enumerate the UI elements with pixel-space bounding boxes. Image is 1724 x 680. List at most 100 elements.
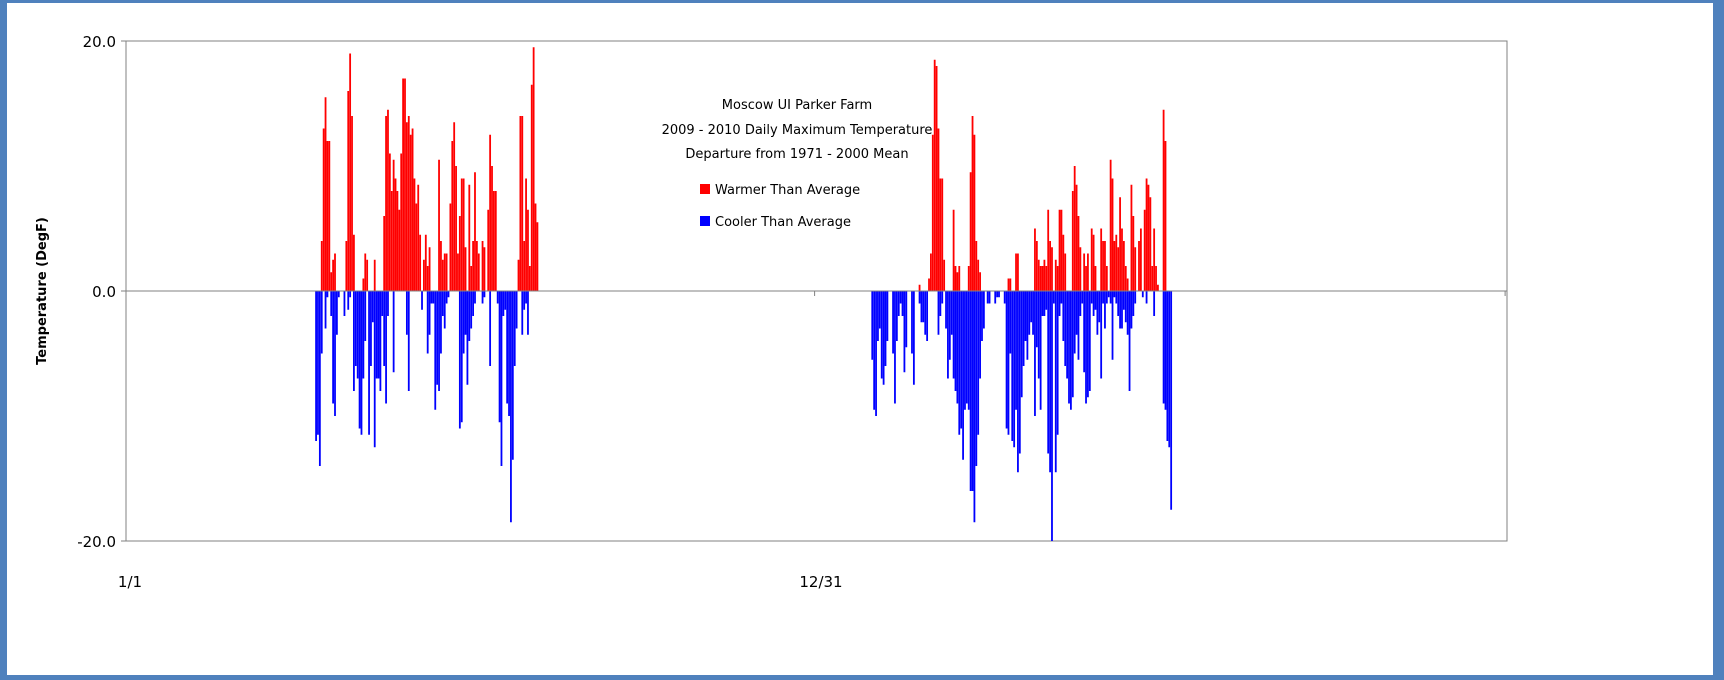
- cool-bar-173: [1088, 291, 1091, 391]
- cool-bar-43: [440, 291, 442, 354]
- warm-bar-27: [402, 78, 404, 291]
- cool-bar-135: [1017, 291, 1019, 473]
- cool-bar-70: [515, 291, 518, 329]
- warm-bar-12: [353, 234, 355, 291]
- warm-bar-37: [423, 259, 425, 291]
- warm-bar-11: [351, 116, 353, 291]
- cool-bar-4: [324, 291, 327, 329]
- warm-bar-109: [1043, 259, 1046, 291]
- cool-bar-138: [1022, 291, 1025, 366]
- cool-bar-149: [1043, 291, 1046, 316]
- cool-bar-71: [521, 291, 524, 335]
- warm-bar-151: [1145, 178, 1148, 291]
- warm-bar-63: [487, 209, 490, 291]
- cool-bar-102: [945, 291, 947, 329]
- warm-bar-71: [523, 241, 526, 291]
- cool-bar-189: [1119, 291, 1121, 329]
- warm-bar-96: [973, 134, 976, 291]
- warm-bar-92: [958, 266, 961, 291]
- cool-bar-48: [458, 291, 461, 429]
- cool-bar-140: [1026, 291, 1029, 360]
- cool-bar-66: [508, 291, 510, 416]
- cool-bar-67: [510, 291, 512, 523]
- warm-bar-47: [451, 141, 454, 291]
- warm-bar-22: [392, 159, 395, 291]
- warm-bar-19: [387, 109, 389, 291]
- warm-bar-95: [971, 116, 974, 291]
- cool-bar-68: [511, 291, 514, 460]
- warm-bar-70: [521, 116, 524, 291]
- warm-bar-35: [417, 184, 420, 291]
- cool-bar-193: [1126, 291, 1129, 335]
- cool-bar-15: [354, 291, 357, 366]
- cool-bar-146: [1037, 291, 1040, 379]
- warm-bar-145: [1130, 184, 1133, 291]
- cool-bar-62: [500, 291, 503, 466]
- warm-bar-136: [1111, 178, 1114, 291]
- warm-bar-69: [519, 116, 522, 291]
- cool-bar-79: [878, 291, 881, 329]
- cool-bar-77: [875, 291, 877, 416]
- warm-bar-25: [398, 209, 401, 291]
- warm-bar-79: [918, 284, 921, 291]
- warm-bar-107: [1039, 266, 1042, 291]
- warm-bar-102: [1015, 253, 1017, 291]
- cool-bar-161: [1066, 291, 1069, 379]
- warm-bar-76: [532, 47, 535, 291]
- cool-bar-130: [1007, 291, 1010, 435]
- cool-bar-160: [1064, 291, 1067, 366]
- cool-bar-63: [502, 291, 505, 316]
- cool-bar-20: [364, 291, 367, 341]
- warm-bar-88: [943, 259, 946, 291]
- warm-bar-84: [935, 66, 938, 291]
- cool-bar-42: [438, 291, 440, 391]
- cool-bar-204: [1168, 291, 1171, 448]
- cool-bar-203: [1166, 291, 1169, 441]
- cool-bar-38: [430, 291, 433, 304]
- warm-bar-51: [458, 216, 461, 291]
- cool-bar-168: [1079, 291, 1082, 316]
- cool-bar-174: [1090, 291, 1093, 304]
- cool-bar-185: [1111, 291, 1114, 360]
- cool-bar-164: [1071, 291, 1074, 398]
- warm-bar-101: [1009, 278, 1012, 291]
- warm-bar-31: [409, 134, 412, 291]
- warm-bar-134: [1105, 266, 1108, 291]
- cool-bar-40: [434, 291, 437, 410]
- warm-bar-122: [1075, 184, 1078, 291]
- warm-bar-42: [440, 241, 442, 291]
- x-tick-label-end: 12/31: [799, 573, 842, 591]
- warm-bar-68: [517, 259, 520, 291]
- cool-bar-6: [330, 291, 333, 316]
- cool-bar-16: [356, 291, 359, 379]
- warm-bar-4: [328, 141, 331, 291]
- bars-group: [315, 47, 1173, 541]
- cool-bar-162: [1068, 291, 1070, 404]
- cool-bar-19: [362, 291, 365, 379]
- warm-bar-86: [939, 178, 942, 291]
- warm-bar-40: [428, 247, 431, 291]
- warm-bar-108: [1041, 266, 1044, 291]
- cool-bar-158: [1060, 291, 1063, 304]
- warm-bar-73: [527, 209, 529, 291]
- cool-bar-60: [496, 291, 499, 304]
- warm-bar-159: [1164, 141, 1167, 291]
- warm-bar-149: [1139, 228, 1142, 291]
- warm-bar-111: [1047, 209, 1050, 291]
- warm-bar-126: [1085, 266, 1087, 291]
- warm-bar-45: [445, 253, 448, 291]
- cool-bar-122: [982, 291, 985, 329]
- y-tick-label-zero: 0.0: [92, 283, 116, 301]
- cool-bar-118: [975, 291, 978, 466]
- cool-bar-105: [950, 291, 953, 335]
- warm-bar-113: [1051, 247, 1053, 291]
- warm-bar-53: [462, 178, 465, 291]
- cool-bar-113: [965, 291, 968, 404]
- warm-bar-91: [956, 272, 959, 291]
- cool-bar-191: [1122, 291, 1125, 310]
- cool-bar-85: [894, 291, 896, 404]
- cool-bar-176: [1094, 291, 1097, 310]
- cool-bar-153: [1051, 291, 1053, 541]
- cool-bar-98: [926, 291, 929, 341]
- cool-bar-44: [441, 291, 444, 316]
